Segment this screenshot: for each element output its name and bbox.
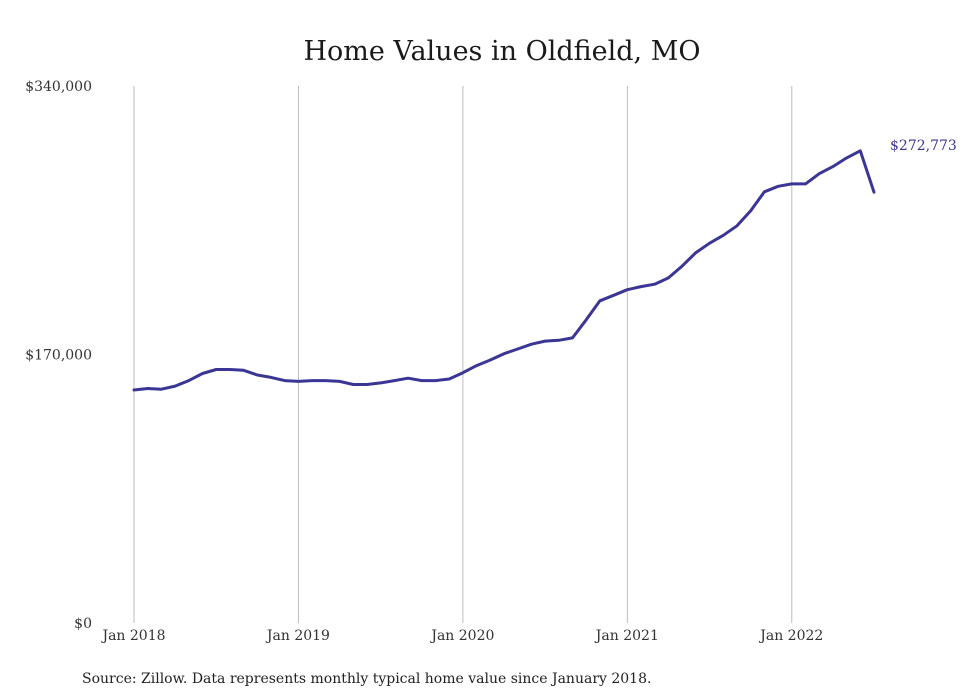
plot-area: $272,773: [132, 138, 957, 392]
x-tick-label: Jan 2021: [594, 628, 659, 644]
grid: [133, 86, 793, 623]
y-tick-label: $0: [74, 616, 92, 632]
chart-title: Home Values in Oldfield, MO: [303, 36, 700, 67]
end-value-label: $272,773: [890, 138, 957, 154]
y-tick-label: $170,000: [25, 348, 92, 364]
x-tick-label: Jan 2019: [265, 628, 330, 644]
x-tick-label: Jan 2018: [100, 628, 165, 644]
y-tick-label: $340,000: [25, 79, 92, 95]
series-line: [132, 149, 876, 392]
x-axis: Jan 2018 Jan 2019 Jan 2020 Jan 2021 Jan 2022: [100, 628, 823, 644]
x-tick-label: Jan 2020: [429, 628, 494, 644]
x-tick-label: Jan 2022: [758, 628, 823, 644]
source-note: Source: Zillow. Data represents monthly …: [82, 671, 651, 687]
y-axis: $0 $170,000 $340,000: [25, 79, 92, 632]
